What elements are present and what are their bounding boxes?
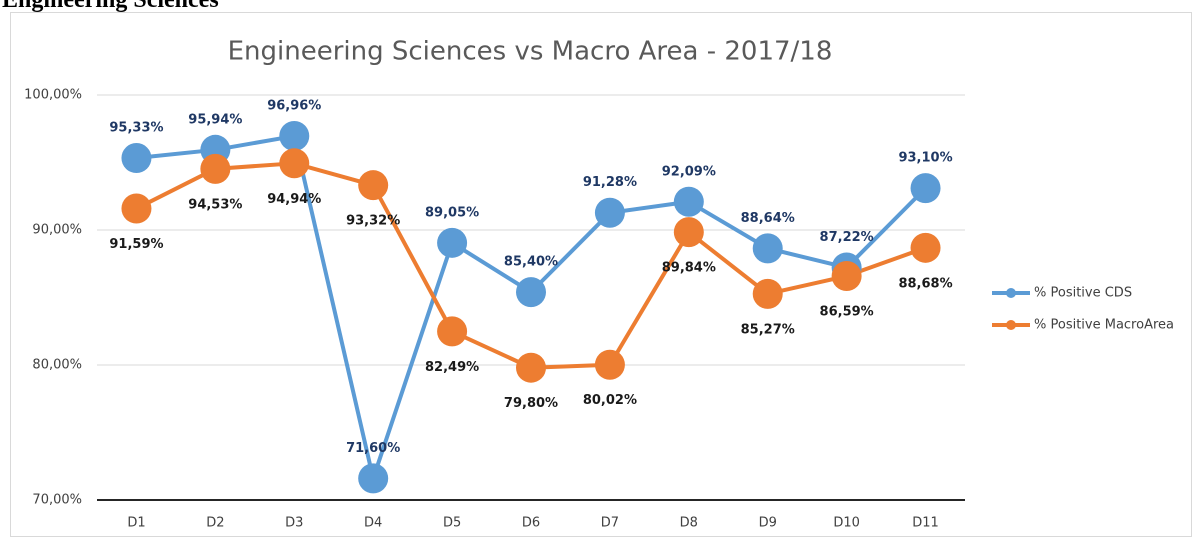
- point-marker: [279, 121, 310, 152]
- point-marker: [594, 349, 625, 380]
- data-label: 71,60%: [346, 441, 400, 456]
- x-tick-label: D2: [206, 516, 224, 531]
- legend-label: % Positive MacroArea: [1034, 318, 1174, 333]
- data-label: 89,84%: [662, 261, 716, 276]
- data-label: 86,59%: [820, 305, 874, 320]
- data-label: 85,27%: [741, 322, 795, 337]
- data-label: 91,59%: [109, 237, 163, 252]
- chart-title: Engineering Sciences vs Macro Area - 201…: [228, 37, 833, 67]
- x-tick-label: D10: [833, 516, 860, 531]
- point-marker: [910, 173, 941, 204]
- point-marker: [673, 186, 704, 217]
- y-tick-label: 100,00%: [24, 88, 82, 103]
- point-marker: [516, 352, 546, 383]
- point-marker: [516, 277, 546, 308]
- point-marker: [279, 148, 310, 179]
- legend-label: % Positive CDS: [1034, 286, 1132, 301]
- x-tick-label: D3: [285, 516, 303, 531]
- data-label: 92,09%: [662, 164, 716, 179]
- data-label: 94,53%: [188, 197, 242, 212]
- y-tick-label: 90,00%: [32, 223, 82, 238]
- data-label: 88,64%: [741, 211, 795, 226]
- x-tick-label: D7: [601, 516, 619, 531]
- point-marker: [437, 316, 468, 347]
- point-marker: [121, 193, 152, 224]
- x-tick-label: D11: [912, 516, 939, 531]
- data-label: 94,94%: [267, 192, 321, 207]
- point-marker: [752, 278, 783, 309]
- data-label: 79,80%: [504, 396, 558, 411]
- x-tick-label: D9: [759, 516, 777, 531]
- legend-marker: [1006, 320, 1016, 330]
- data-label: 95,33%: [109, 121, 163, 136]
- y-tick-label: 80,00%: [32, 358, 82, 373]
- data-label: 93,10%: [898, 151, 952, 166]
- point-marker: [437, 227, 468, 258]
- point-marker: [752, 233, 783, 264]
- point-marker: [594, 197, 625, 228]
- point-marker: [358, 170, 389, 201]
- data-label: 87,22%: [820, 230, 874, 245]
- x-tick-label: D6: [522, 516, 540, 531]
- page-heading: Engineering Sciences: [2, 0, 219, 13]
- data-label: 89,05%: [425, 205, 479, 220]
- point-marker: [121, 143, 152, 174]
- point-marker: [358, 463, 389, 494]
- data-label: 82,49%: [425, 360, 479, 375]
- y-tick-label: 70,00%: [32, 493, 82, 508]
- data-label: 88,68%: [898, 276, 952, 291]
- point-marker: [673, 217, 704, 248]
- chart-frame: [10, 12, 1192, 537]
- data-label: 91,28%: [583, 175, 637, 190]
- point-marker: [910, 232, 941, 263]
- point-marker: [200, 153, 231, 184]
- legend-marker: [1006, 288, 1016, 298]
- x-tick-label: D4: [364, 516, 382, 531]
- data-label: 93,32%: [346, 214, 400, 229]
- x-tick-label: D8: [680, 516, 698, 531]
- x-tick-label: D5: [443, 516, 461, 531]
- data-label: 95,94%: [188, 112, 242, 127]
- data-label: 80,02%: [583, 393, 637, 408]
- data-label: 85,40%: [504, 255, 558, 270]
- point-marker: [831, 261, 862, 292]
- x-tick-label: D1: [127, 516, 145, 531]
- data-label: 96,96%: [267, 99, 321, 114]
